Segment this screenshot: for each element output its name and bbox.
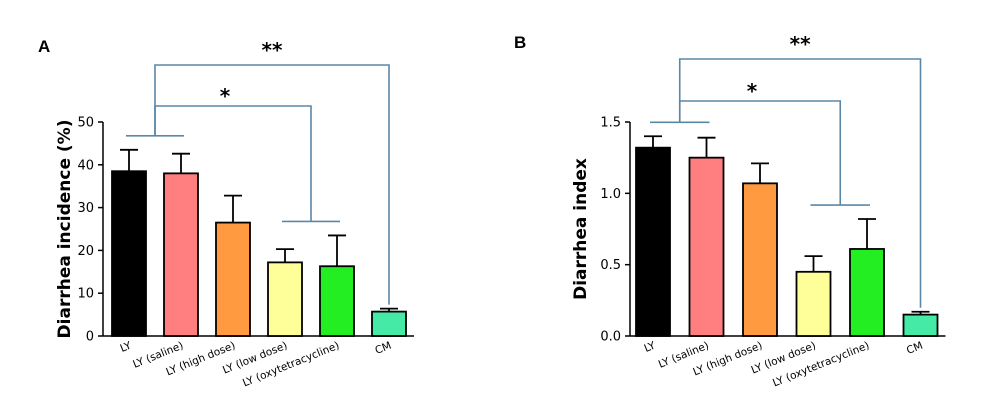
panel-a-y-axis-label: Diarrhea incidence (%) bbox=[55, 120, 75, 339]
panel-b-y-tick-label: 0.5 bbox=[600, 258, 621, 273]
panel-b-bar-2 bbox=[688, 156, 725, 337]
panel-a-y-tick-label: 20 bbox=[77, 244, 94, 259]
panel-a-category-label: LY (oxytetracycline) bbox=[241, 340, 341, 390]
panel-a-bar-4 bbox=[267, 261, 303, 337]
panel-b-bar-4 bbox=[795, 270, 832, 337]
panel-a-sig-bracket-2-label: ** bbox=[262, 38, 283, 62]
panel-a-bar-3 bbox=[215, 221, 251, 337]
panel-a-y-tick-label: 0 bbox=[86, 330, 94, 345]
panel-a-label: A bbox=[38, 37, 50, 56]
panel-a-sig-bracket-1-label: * bbox=[220, 84, 231, 108]
panel-b-sig-bracket-2-label: ** bbox=[790, 32, 811, 56]
panel-a-y-tick-label: 40 bbox=[77, 158, 94, 173]
panel-a-bar-2 bbox=[163, 172, 199, 337]
panel-b-y-tick-label: 1.5 bbox=[600, 116, 621, 131]
panel-b-category-label: LY (oxytetracycline) bbox=[771, 340, 871, 390]
panel-b-bar-1 bbox=[635, 146, 671, 337]
panel-b-sig-bracket-2 bbox=[678, 58, 922, 308]
panel-b-y-tick-label: 1.0 bbox=[600, 187, 621, 202]
panel-a-bar-5 bbox=[319, 265, 355, 337]
panel-a-y-tick-label: 50 bbox=[77, 116, 94, 131]
panel-a-category-label: CM bbox=[373, 340, 393, 357]
panel-b-category-label: LY bbox=[643, 339, 658, 354]
panel-b-bar-5 bbox=[849, 248, 885, 337]
panel-b-bar-3 bbox=[742, 182, 778, 337]
panel-a-y-tick-label: 30 bbox=[77, 201, 94, 216]
panel-b-y-tick-label: 0.0 bbox=[600, 330, 621, 345]
panel-a-bar-1 bbox=[111, 170, 147, 337]
panel-a-sig-bracket-2 bbox=[154, 64, 390, 305]
panel-a-y-tick-label: 10 bbox=[77, 287, 94, 302]
panel-a-bar-6 bbox=[371, 310, 407, 337]
panel-b-bar-6 bbox=[902, 313, 939, 337]
panel-b-label: B bbox=[514, 33, 526, 52]
panel-b-y-axis-label: Diarrhea index bbox=[571, 158, 591, 300]
panel-a-category-label: LY bbox=[119, 339, 134, 354]
panel-b-category-label: CM bbox=[905, 340, 925, 357]
panel-b-sig-bracket-1-label: * bbox=[747, 79, 758, 103]
